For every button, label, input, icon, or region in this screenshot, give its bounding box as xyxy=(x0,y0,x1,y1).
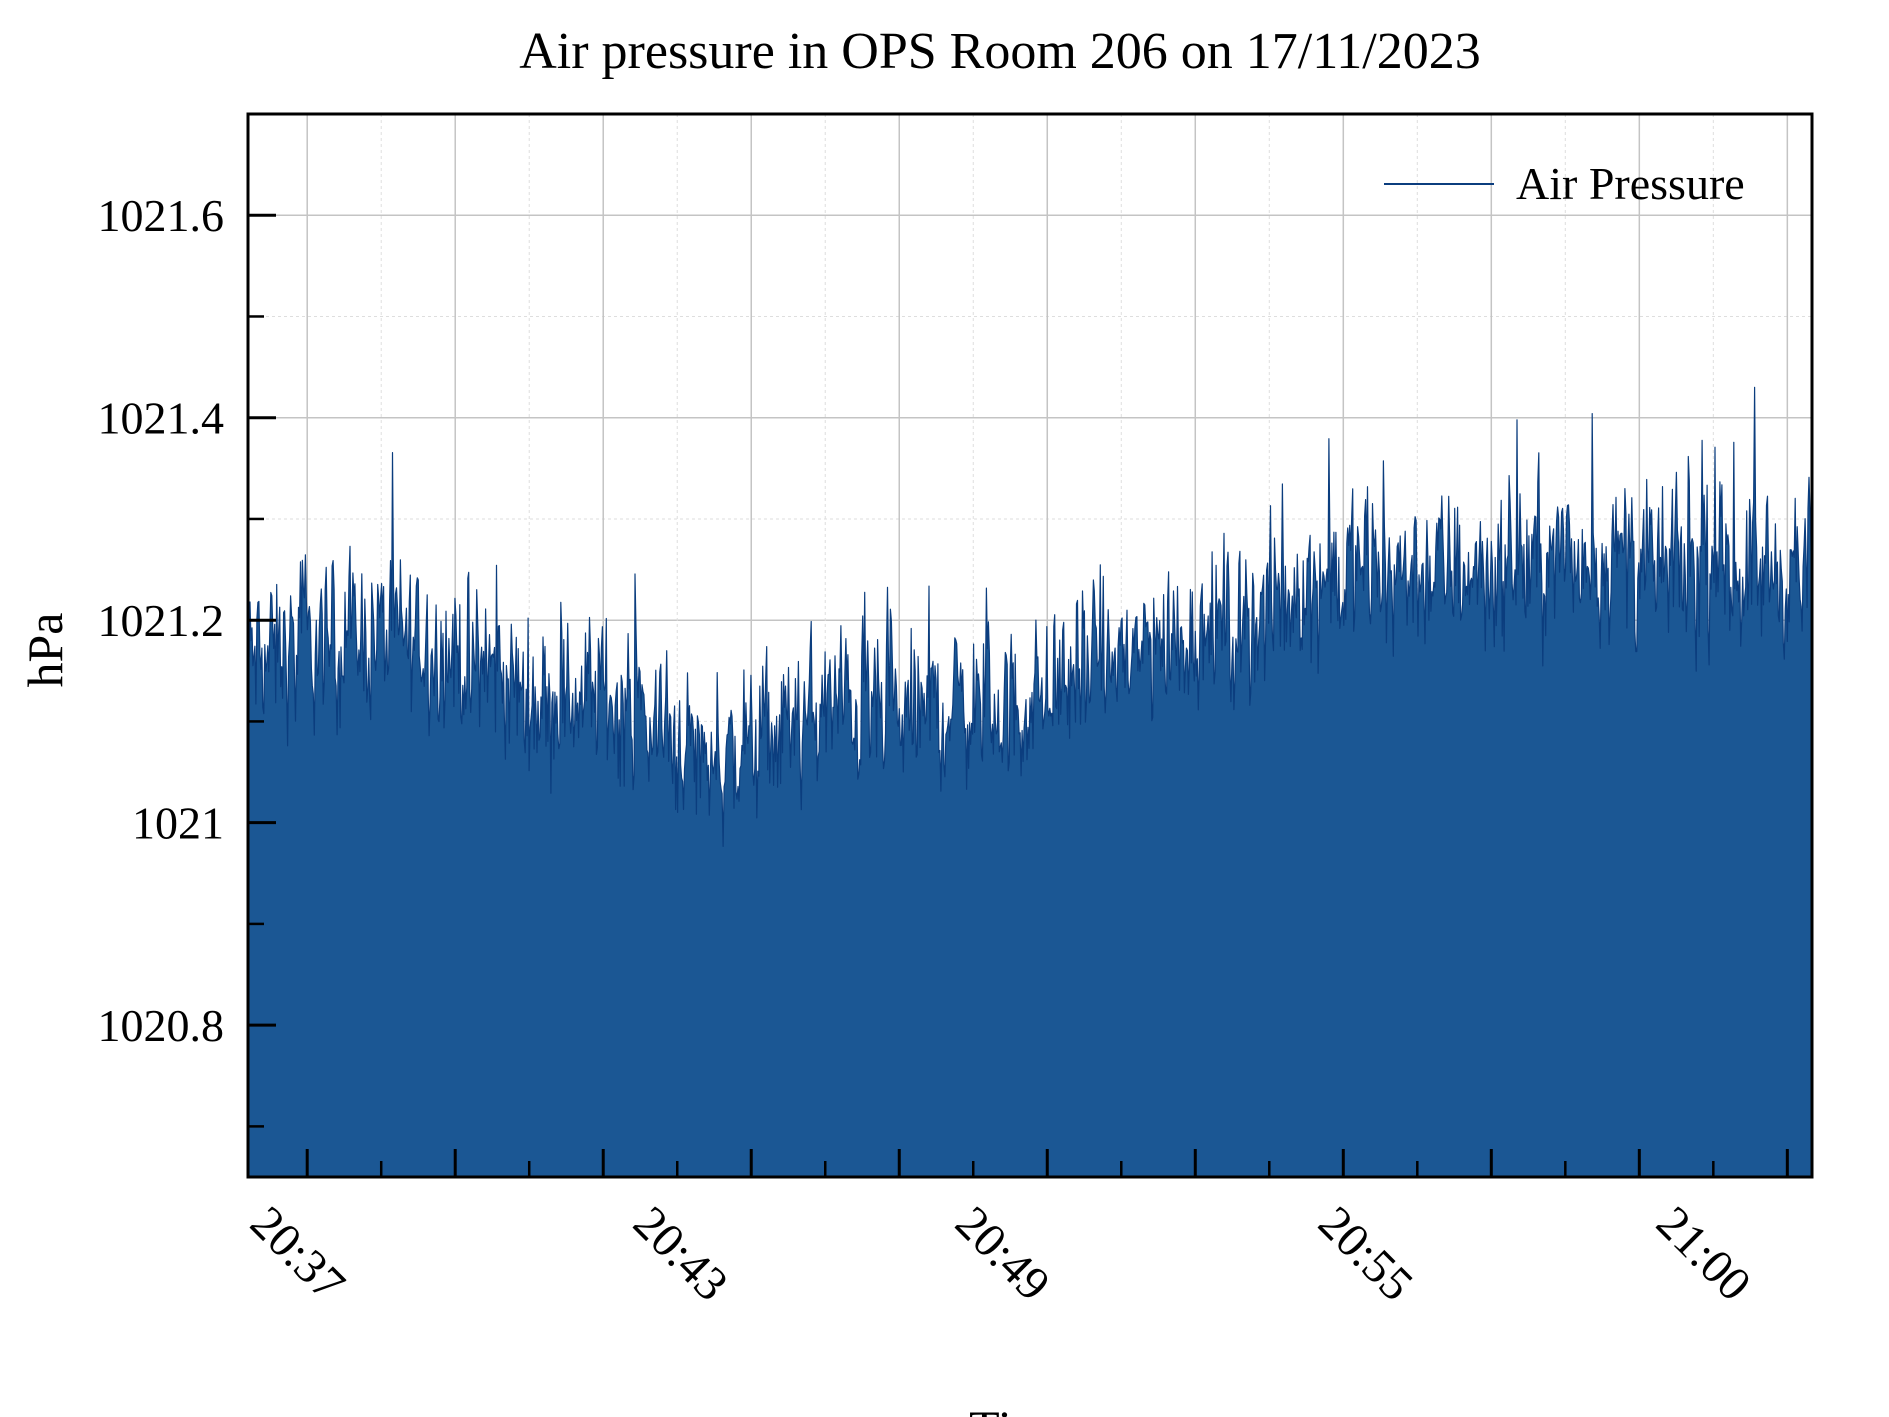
chart-title: Air pressure in OPS Room 206 on 17/11/20… xyxy=(519,23,1481,80)
x-tick-label: 20:43 xyxy=(623,1196,738,1311)
x-tick-label: 20:55 xyxy=(1308,1196,1423,1311)
legend: Air Pressure xyxy=(1384,158,1745,209)
area-series-air-pressure xyxy=(247,386,1813,1178)
y-tick-label: 1021.4 xyxy=(98,393,225,444)
x-axis-label: Time xyxy=(969,1400,1073,1417)
legend-label-air-pressure: Air Pressure xyxy=(1516,158,1745,209)
x-tick-label: 20:37 xyxy=(240,1196,355,1311)
y-tick-label: 1021 xyxy=(132,798,224,849)
x-tick-label: 21:00 xyxy=(1646,1196,1761,1311)
plot-frame xyxy=(246,112,1814,1179)
y-tick-label: 1021.2 xyxy=(98,595,225,646)
x-tick-label: 20:49 xyxy=(945,1196,1060,1311)
y-tick-label: 1021.6 xyxy=(98,190,225,241)
data-area xyxy=(247,386,1813,1178)
y-tick-label: 1020.8 xyxy=(98,1000,225,1051)
y-axis-label: hPa xyxy=(17,613,73,688)
